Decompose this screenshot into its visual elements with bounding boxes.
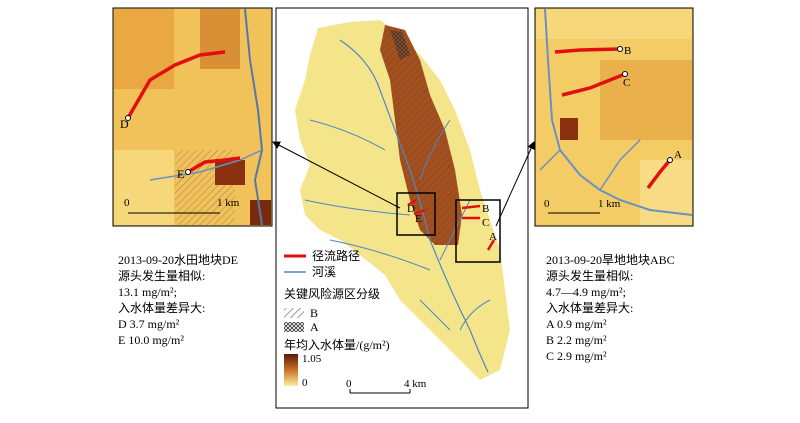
legend-label: B: [310, 306, 318, 320]
map-label: B: [482, 203, 489, 215]
scale-label: 4 km: [404, 378, 427, 390]
scale-label: 0: [346, 378, 352, 390]
caption-line: B 2.2 mg/m²: [546, 333, 607, 347]
legend-label: 径流路径: [312, 248, 360, 263]
legend-label: A: [310, 320, 319, 334]
right-inset: B C A 0 1 km: [534, 7, 694, 227]
legend-label: 0: [302, 377, 308, 389]
caption-line: 13.1 mg/m²;: [118, 285, 177, 299]
scale-label: 0: [124, 197, 130, 209]
caption-line: E 10.0 mg/m²: [118, 333, 184, 347]
scale-label: 0: [544, 198, 550, 210]
scale-label: 1 km: [598, 198, 621, 210]
map-label: D: [407, 203, 415, 215]
caption-line: 4.7—4.9 mg/m²;: [546, 285, 626, 299]
map-label: A: [489, 231, 497, 243]
caption-line: 源头发生量相似:: [546, 268, 633, 283]
caption-line: 入水体量差异大:: [546, 301, 633, 315]
inset-label: B: [624, 45, 631, 57]
left-inset: D E 0 1 km: [112, 7, 273, 227]
legend-label: 1.05: [302, 353, 322, 365]
inset-label: E: [177, 167, 184, 181]
caption-line: 2013-09-20水田地块DE: [118, 253, 238, 267]
map-label: E: [415, 213, 422, 225]
inset-label: D: [120, 117, 129, 131]
scale-label: 1 km: [217, 197, 240, 209]
inset-label: A: [674, 149, 682, 161]
inset-label: C: [623, 77, 630, 89]
caption-line: 源头发生量相似:: [118, 268, 205, 283]
caption-line: 入水体量差异大:: [118, 301, 205, 315]
caption-line: 2013-09-20旱地地块ABC: [546, 253, 675, 267]
main-map: D E B C A 径流路径 河溪 关键风险源区分级 B A 年均入水体量/(g…: [272, 7, 535, 409]
caption-line: D 3.7 mg/m²: [118, 317, 180, 331]
caption-line: C 2.9 mg/m²: [546, 349, 607, 363]
map-label: C: [482, 217, 489, 229]
caption-line: A 0.9 mg/m²: [546, 317, 607, 331]
legend-label: 河溪: [312, 265, 336, 279]
legend-title: 年均入水体量/(g/m²): [284, 338, 390, 352]
legend-title: 关键风险源区分级: [284, 286, 380, 301]
